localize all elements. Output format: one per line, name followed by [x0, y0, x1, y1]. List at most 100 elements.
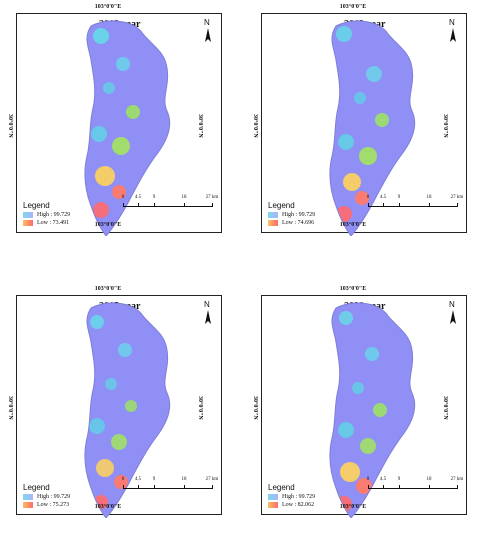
latitude-label-right: 30°0'0"N — [442, 114, 449, 138]
scale-bar: 0 4.5 9 18 27 km — [366, 477, 463, 492]
legend-high-row: High : 99.729 — [268, 494, 348, 500]
north-letter: N — [204, 300, 210, 309]
study-area-map — [84, 302, 171, 518]
scale-label: 27 km — [450, 477, 464, 482]
legend-low-text: Low : 75.273 — [37, 502, 70, 508]
north-arrow-shape — [205, 28, 211, 42]
scale-bar: 0 4.5 9 18 27 km — [366, 195, 463, 210]
longitude-label-bottom: 103°0'0"E — [339, 504, 367, 510]
legend-title: Legend — [268, 483, 295, 492]
legend-high-row: High : 99.729 — [268, 212, 348, 218]
legend-low-text: Low : 74.696 — [282, 220, 315, 226]
north-arrow-icon: N — [446, 300, 460, 326]
legend: Legend High : 99.729 Low : 82.062 — [268, 483, 348, 508]
scale-label: 9 — [397, 195, 401, 200]
longitude-label-top: 103°0'0"E — [339, 286, 367, 292]
study-area-map — [329, 20, 416, 236]
north-arrow-shape — [450, 28, 456, 42]
longitude-label-bottom: 103°0'0"E — [339, 222, 367, 228]
scale-label: 4.5 — [379, 195, 387, 200]
scale-label: 0 — [366, 195, 370, 200]
scale-label: 18 — [181, 195, 187, 200]
legend-low-row: Low : 73.491 — [23, 220, 103, 226]
legend-high-text: High : 99.729 — [37, 494, 71, 500]
scale-label: 18 — [181, 477, 187, 482]
longitude-label-top: 103°0'0"E — [339, 4, 367, 10]
legend-title: Legend — [23, 483, 50, 492]
latitude-label-left: 30°0'0"N — [252, 114, 258, 138]
scale-label: 0 — [366, 477, 370, 482]
legend: Legend High : 99.729 Low : 74.696 — [268, 201, 348, 226]
latitude-label-right: 30°0'0"N — [197, 114, 204, 138]
legend-low-swatch — [23, 220, 33, 226]
map-panel-2013: 103°0'0"E 30°0'0"N 30°0'0"N 2013 year N — [252, 4, 467, 236]
scale-bar: 0 4.5 9 18 27 km — [121, 195, 218, 210]
legend-low-swatch — [268, 220, 278, 226]
legend-low-text: Low : 73.491 — [37, 220, 70, 226]
scale-label: 9 — [397, 477, 401, 482]
latitude-label-right: 30°0'0"N — [197, 396, 204, 420]
legend-low-row: Low : 75.273 — [23, 502, 103, 508]
north-letter: N — [449, 300, 455, 309]
legend-low-text: Low : 82.062 — [282, 502, 315, 508]
study-area-map — [84, 20, 171, 236]
scale-label: 4.5 — [134, 477, 142, 482]
scale-label: 18 — [426, 477, 432, 482]
scale-label: 4.5 — [379, 477, 387, 482]
legend-low-row: Low : 74.696 — [268, 220, 348, 226]
map-frame: 30°0'0"N 30°0'0"N 2012 year N — [7, 13, 222, 236]
legend-high-swatch — [268, 212, 278, 218]
legend-high-row: High : 99.729 — [23, 212, 103, 218]
legend: Legend High : 99.729 Low : 73.491 — [23, 201, 103, 226]
legend-low-swatch — [23, 502, 33, 508]
map-panel-2020: 103°0'0"E 30°0'0"N 30°0'0"N 2020 year N — [252, 286, 467, 518]
latitude-label-left: 30°0'0"N — [7, 396, 13, 420]
longitude-label-bottom: 103°0'0"E — [94, 504, 122, 510]
scale-label: 0 — [121, 477, 125, 482]
scale-line — [123, 206, 213, 207]
north-arrow-icon: N — [201, 18, 215, 44]
legend-low-swatch — [268, 502, 278, 508]
legend-title: Legend — [268, 201, 295, 210]
legend: Legend High : 99.729 Low : 75.273 — [23, 483, 103, 508]
latitude-label-left: 30°0'0"N — [7, 114, 13, 138]
legend-high-row: High : 99.729 — [23, 494, 103, 500]
north-arrow-shape — [205, 310, 211, 324]
map-frame: 30°0'0"N 30°0'0"N 2020 year N — [252, 295, 467, 518]
north-letter: N — [449, 18, 455, 27]
scale-label: 4.5 — [134, 195, 142, 200]
study-area-map — [329, 302, 416, 518]
map-frame: 30°0'0"N 30°0'0"N 2015 year N — [7, 295, 222, 518]
map-panel-2012: 103°0'0"E 30°0'0"N 30°0'0"N 2012 year N — [7, 4, 222, 236]
scale-line — [368, 206, 458, 207]
scale-line — [123, 488, 213, 489]
scale-bar: 0 4.5 9 18 27 km — [121, 477, 218, 492]
legend-high-swatch — [268, 494, 278, 500]
scale-label: 27 km — [205, 195, 219, 200]
scale-label: 18 — [426, 195, 432, 200]
legend-high-text: High : 99.729 — [37, 212, 71, 218]
scale-label: 9 — [152, 195, 156, 200]
north-arrow-shape — [450, 310, 456, 324]
legend-high-swatch — [23, 494, 33, 500]
map-panel-2015: 103°0'0"E 30°0'0"N 30°0'0"N 2015 year N — [7, 286, 222, 518]
north-letter: N — [204, 18, 210, 27]
longitude-label-top: 103°0'0"E — [94, 4, 122, 10]
legend-high-text: High : 99.729 — [282, 212, 316, 218]
map-frame: 30°0'0"N 30°0'0"N 2013 year N — [252, 13, 467, 236]
north-arrow-icon: N — [201, 300, 215, 326]
scale-label: 27 km — [450, 195, 464, 200]
scale-label: 0 — [121, 195, 125, 200]
longitude-label-top: 103°0'0"E — [94, 286, 122, 292]
scale-line — [368, 488, 458, 489]
latitude-label-right: 30°0'0"N — [442, 396, 449, 420]
legend-title: Legend — [23, 201, 50, 210]
legend-high-swatch — [23, 212, 33, 218]
north-arrow-icon: N — [446, 18, 460, 44]
legend-high-text: High : 99.729 — [282, 494, 316, 500]
scale-label: 27 km — [205, 477, 219, 482]
legend-low-row: Low : 82.062 — [268, 502, 348, 508]
longitude-label-bottom: 103°0'0"E — [94, 222, 122, 228]
latitude-label-left: 30°0'0"N — [252, 396, 258, 420]
scale-label: 9 — [152, 477, 156, 482]
